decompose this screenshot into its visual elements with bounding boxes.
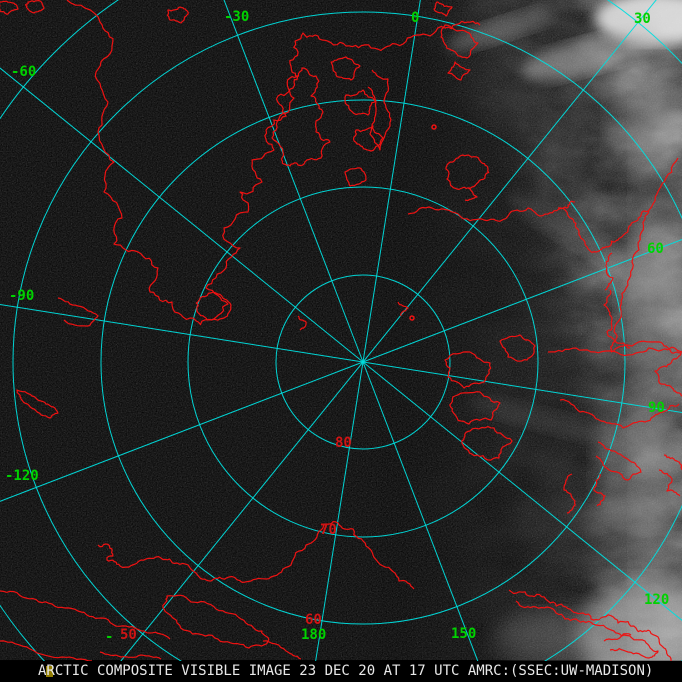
meridian-line	[362, 0, 421, 363]
coastline-path	[610, 157, 679, 353]
latitude-circle	[12, 11, 682, 682]
longitude-label: 180	[301, 627, 326, 643]
coastline-path	[440, 24, 479, 59]
meridian-line	[103, 361, 364, 682]
coastline-path	[271, 67, 331, 167]
longitude-label: 150	[451, 626, 476, 642]
coastline-path	[449, 391, 501, 425]
coastline-path	[547, 346, 682, 357]
coastline-path	[604, 252, 614, 291]
coastline-path	[407, 200, 576, 222]
coastline-path	[603, 634, 659, 659]
islet-outline	[409, 315, 415, 321]
coastline-path	[97, 521, 415, 590]
coastline-path	[262, 640, 302, 660]
coastline-path	[515, 600, 632, 637]
caption-bar: ARCTIC COMPOSITE VISIBLE IMAGE 23 DEC 20…	[0, 661, 682, 682]
coastline-path	[447, 61, 471, 81]
coastline-path	[557, 207, 649, 254]
coastline-path	[559, 398, 680, 429]
coastline-path	[367, 69, 392, 151]
coastline-path	[593, 474, 606, 507]
meridian-line	[362, 361, 487, 682]
latitude-label: 70	[320, 522, 337, 538]
coastline-path	[99, 651, 162, 660]
coastline-path	[297, 315, 307, 331]
coastline-path	[499, 334, 536, 362]
islet-outline	[431, 124, 437, 130]
coastline-path	[344, 167, 367, 187]
coastline-path	[464, 187, 478, 201]
coastline-path	[397, 301, 409, 317]
meridian-line	[362, 239, 682, 363]
coastline-path	[16, 389, 59, 419]
longitude-label: 90	[648, 400, 665, 416]
coastline-path	[444, 351, 492, 389]
coastline-path	[433, 1, 453, 17]
meridian-line	[0, 67, 364, 363]
coastline-path	[663, 454, 682, 471]
longitude-label: -30	[224, 9, 249, 25]
coastline-path	[603, 289, 631, 349]
latitude-circle	[275, 274, 451, 450]
meridian-line	[362, 0, 657, 363]
meridian-line	[223, 0, 364, 363]
coastline-path	[195, 291, 232, 321]
longitude-label: 120	[644, 592, 669, 608]
latitude-circle	[187, 186, 539, 538]
longitude-label: 60	[647, 241, 664, 257]
coastline-path	[344, 89, 377, 116]
map-label-layer: -60 -30 0 30 -90 -120 - 180 150 120 90 60 80 70 60 50	[5, 9, 669, 645]
longitude-label: -90	[9, 288, 34, 304]
coastline-path	[66, 0, 481, 326]
coastline-path	[445, 154, 490, 190]
meridian-line	[0, 304, 364, 363]
coastline-path	[508, 589, 651, 633]
coastline-path	[0, 640, 93, 662]
coastline-path	[166, 6, 189, 24]
coastline-path	[0, 0, 19, 15]
longitude-label: -60	[11, 64, 36, 80]
coastline-path	[595, 441, 642, 481]
meridian-line	[0, 361, 364, 502]
latitude-label: 80	[335, 435, 352, 451]
coastline-path	[658, 469, 681, 497]
coastline-path	[330, 56, 361, 81]
latitude-label: 60	[305, 612, 322, 628]
longitude-label: -120	[5, 468, 39, 484]
meridian-line	[362, 361, 682, 414]
coastline-path	[0, 590, 171, 640]
caption-artifact	[46, 666, 53, 677]
meridian-line	[311, 361, 364, 682]
coastline-path	[610, 340, 682, 397]
coastline-path	[57, 297, 99, 327]
coastline-path	[563, 473, 576, 514]
latitude-label: 50	[120, 627, 137, 643]
longitude-label: 30	[634, 11, 651, 27]
coastline-path	[461, 426, 513, 461]
coastline-path	[25, 0, 45, 14]
meridian-line	[362, 361, 682, 621]
longitude-label: -	[105, 629, 113, 645]
caption-text: ARCTIC COMPOSITE VISIBLE IMAGE 23 DEC 20…	[38, 663, 654, 679]
latitude-circle	[100, 99, 626, 625]
coastline-path	[162, 594, 270, 649]
sensor-noise-overlay	[0, 0, 682, 660]
longitude-label: 0	[411, 10, 419, 26]
